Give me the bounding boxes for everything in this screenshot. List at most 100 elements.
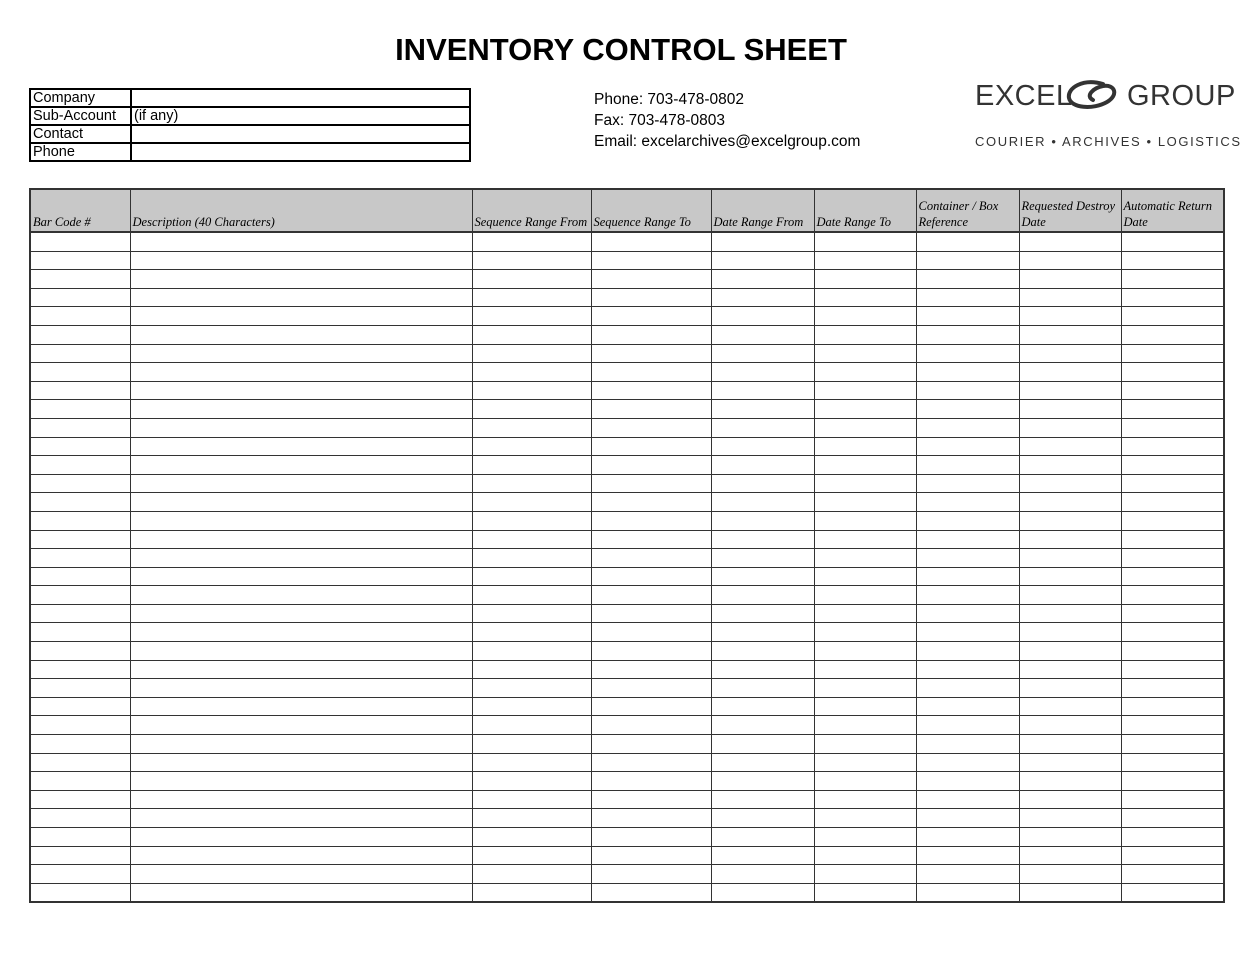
column-header: Sequence Range From xyxy=(471,188,592,233)
empty-cell xyxy=(710,362,815,382)
empty-cell xyxy=(590,771,712,791)
empty-cell xyxy=(471,752,592,773)
empty-cell xyxy=(1120,492,1225,512)
empty-cell xyxy=(813,566,917,587)
empty-cell xyxy=(915,269,1020,289)
title: INVENTORY CONTROL SHEET xyxy=(395,32,847,67)
empty-cell xyxy=(471,585,592,605)
empty-cell xyxy=(1018,231,1122,252)
empty-cell xyxy=(813,696,917,717)
empty-cell xyxy=(1018,510,1122,531)
account-row: Company xyxy=(29,88,471,108)
empty-cell xyxy=(1120,473,1225,494)
empty-cell xyxy=(129,362,473,382)
empty-cell xyxy=(1120,585,1225,605)
empty-cell xyxy=(1120,324,1225,345)
empty-cell xyxy=(590,529,712,550)
empty-cell xyxy=(129,306,473,326)
empty-row xyxy=(29,715,1225,736)
empty-cell xyxy=(710,399,815,419)
empty-cell xyxy=(710,771,815,791)
empty-row xyxy=(29,789,1225,810)
empty-cell xyxy=(915,362,1020,382)
empty-cell xyxy=(915,306,1020,326)
field-label: Contact xyxy=(29,124,132,144)
empty-cell xyxy=(813,362,917,382)
empty-cell xyxy=(29,622,131,643)
empty-cell xyxy=(813,492,917,512)
empty-cell xyxy=(915,250,1020,271)
empty-cell xyxy=(1120,771,1225,791)
empty-cell xyxy=(29,827,131,847)
empty-cell xyxy=(915,548,1020,568)
empty-row xyxy=(29,529,1225,550)
empty-cell xyxy=(710,808,815,828)
empty-cell xyxy=(29,269,131,289)
empty-cell xyxy=(813,269,917,289)
empty-cell xyxy=(1018,603,1122,624)
empty-cell xyxy=(590,882,712,903)
empty-row xyxy=(29,696,1225,717)
empty-cell xyxy=(1018,269,1122,289)
empty-cell xyxy=(1120,827,1225,847)
empty-cell xyxy=(710,641,815,661)
empty-row xyxy=(29,362,1225,382)
empty-row xyxy=(29,455,1225,475)
empty-cell xyxy=(129,269,473,289)
empty-cell xyxy=(590,715,712,736)
empty-cell xyxy=(813,287,917,308)
empty-cell xyxy=(1018,250,1122,271)
empty-cell xyxy=(1018,324,1122,345)
empty-cell xyxy=(590,752,712,773)
empty-cell xyxy=(129,864,473,884)
empty-cell xyxy=(1018,771,1122,791)
column-header: Bar Code # xyxy=(29,188,131,233)
column-header: Description (40 Characters) xyxy=(129,188,473,233)
contact-line: Fax: 703-478-0803 xyxy=(594,112,725,129)
empty-cell xyxy=(471,287,592,308)
empty-cell xyxy=(915,455,1020,475)
empty-cell xyxy=(1018,827,1122,847)
empty-cell xyxy=(710,715,815,736)
empty-cell xyxy=(129,603,473,624)
empty-cell xyxy=(29,548,131,568)
empty-cell xyxy=(710,455,815,475)
empty-row xyxy=(29,287,1225,308)
empty-cell xyxy=(915,231,1020,252)
empty-cell xyxy=(1120,622,1225,643)
empty-cell xyxy=(710,789,815,810)
empty-cell xyxy=(1120,882,1225,903)
empty-cell xyxy=(813,659,917,680)
empty-cell xyxy=(129,231,473,252)
empty-cell xyxy=(590,641,712,661)
empty-cell xyxy=(29,250,131,271)
empty-cell xyxy=(1018,548,1122,568)
empty-cell xyxy=(129,715,473,736)
empty-cell xyxy=(710,696,815,717)
empty-cell xyxy=(129,678,473,698)
empty-cell xyxy=(915,789,1020,810)
empty-cell xyxy=(129,324,473,345)
empty-cell xyxy=(471,548,592,568)
empty-cell xyxy=(710,864,815,884)
empty-cell xyxy=(915,808,1020,828)
empty-cell xyxy=(915,566,1020,587)
empty-cell xyxy=(813,231,917,252)
empty-cell xyxy=(129,492,473,512)
empty-cell xyxy=(1120,566,1225,587)
empty-cell xyxy=(1018,399,1122,419)
empty-cell xyxy=(471,808,592,828)
empty-cell xyxy=(813,380,917,401)
empty-cell xyxy=(1120,231,1225,252)
field-value: (if any) xyxy=(130,106,471,126)
empty-cell xyxy=(471,473,592,494)
empty-cell xyxy=(915,678,1020,698)
empty-cell xyxy=(915,641,1020,661)
empty-cell xyxy=(29,306,131,326)
empty-cell xyxy=(813,864,917,884)
empty-cell xyxy=(813,473,917,494)
empty-cell xyxy=(471,399,592,419)
empty-cell xyxy=(813,250,917,271)
empty-cell xyxy=(590,548,712,568)
empty-cell xyxy=(471,455,592,475)
